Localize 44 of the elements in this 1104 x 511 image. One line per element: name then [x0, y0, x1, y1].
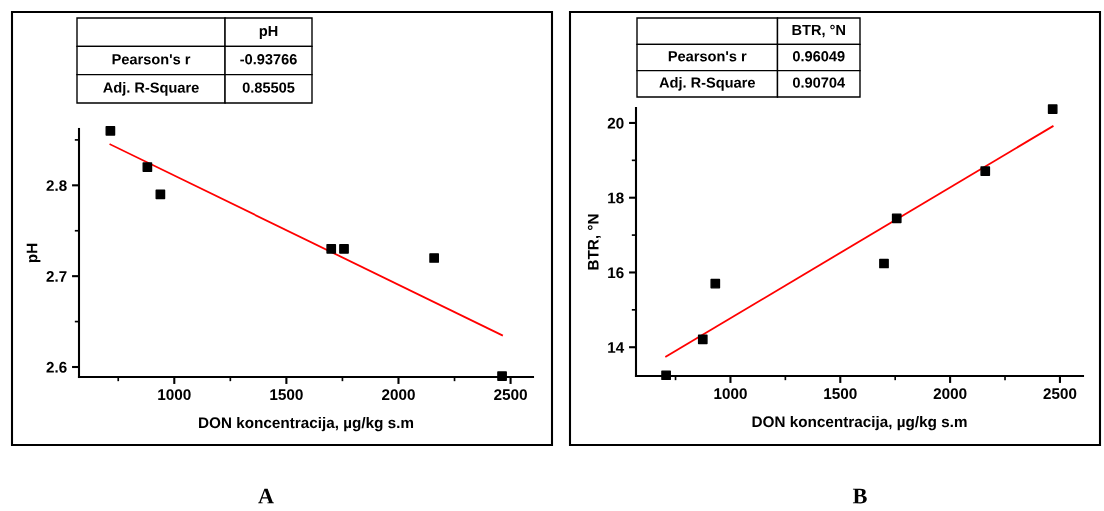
y-tick-label: 2.6 [46, 361, 67, 373]
x-tick-label: 1500 [824, 388, 857, 400]
y-axis-title: BTR, °N [587, 214, 601, 270]
point [429, 253, 439, 263]
point [661, 370, 671, 381]
text: pH [259, 25, 278, 39]
x-tick-label: 2500 [494, 389, 527, 401]
point [879, 258, 889, 269]
point [891, 213, 902, 224]
x-tick-label: 1000 [714, 388, 747, 400]
x-tick-label: 1000 [158, 389, 191, 401]
point [1047, 104, 1058, 114]
text: A [258, 488, 274, 504]
point [105, 125, 116, 136]
y-tick-label: 14 [608, 342, 625, 353]
text: Pearson's r [668, 51, 747, 62]
text: Adj. R-Square [659, 77, 755, 91]
y-tick-label: 16 [608, 267, 624, 279]
y-tick-label: 2.7 [46, 271, 67, 282]
x-tick-label: 2500 [1043, 388, 1077, 400]
y-tick-label: 20 [607, 117, 624, 129]
text: -0.93766 [240, 54, 297, 65]
point [710, 278, 721, 289]
text: 0.96049 [792, 51, 845, 62]
text: BTR, °N [792, 24, 845, 38]
text: Pearson's r [112, 54, 191, 65]
x-tick-label: 2000 [933, 388, 967, 400]
point [697, 334, 708, 345]
text: 0.85505 [242, 82, 295, 93]
x-axis-title: DON koncentracija, µg/kg s.m [752, 415, 967, 431]
x-tick-label: 2000 [382, 389, 415, 401]
y-tick-label: 18 [608, 192, 624, 204]
point [339, 244, 349, 254]
point [980, 166, 991, 177]
text: B [852, 488, 867, 504]
text: 0.90704 [792, 77, 846, 88]
y-axis-title: pH [26, 243, 41, 263]
point [497, 371, 507, 381]
x-axis-title: DON koncentracija, µg/kg s.m [199, 416, 414, 432]
text: Adj. R-Square [103, 82, 199, 96]
x-tick-label: 1500 [270, 389, 303, 401]
point [142, 162, 153, 173]
y-tick-label: 2.8 [46, 180, 67, 192]
point [326, 244, 337, 254]
